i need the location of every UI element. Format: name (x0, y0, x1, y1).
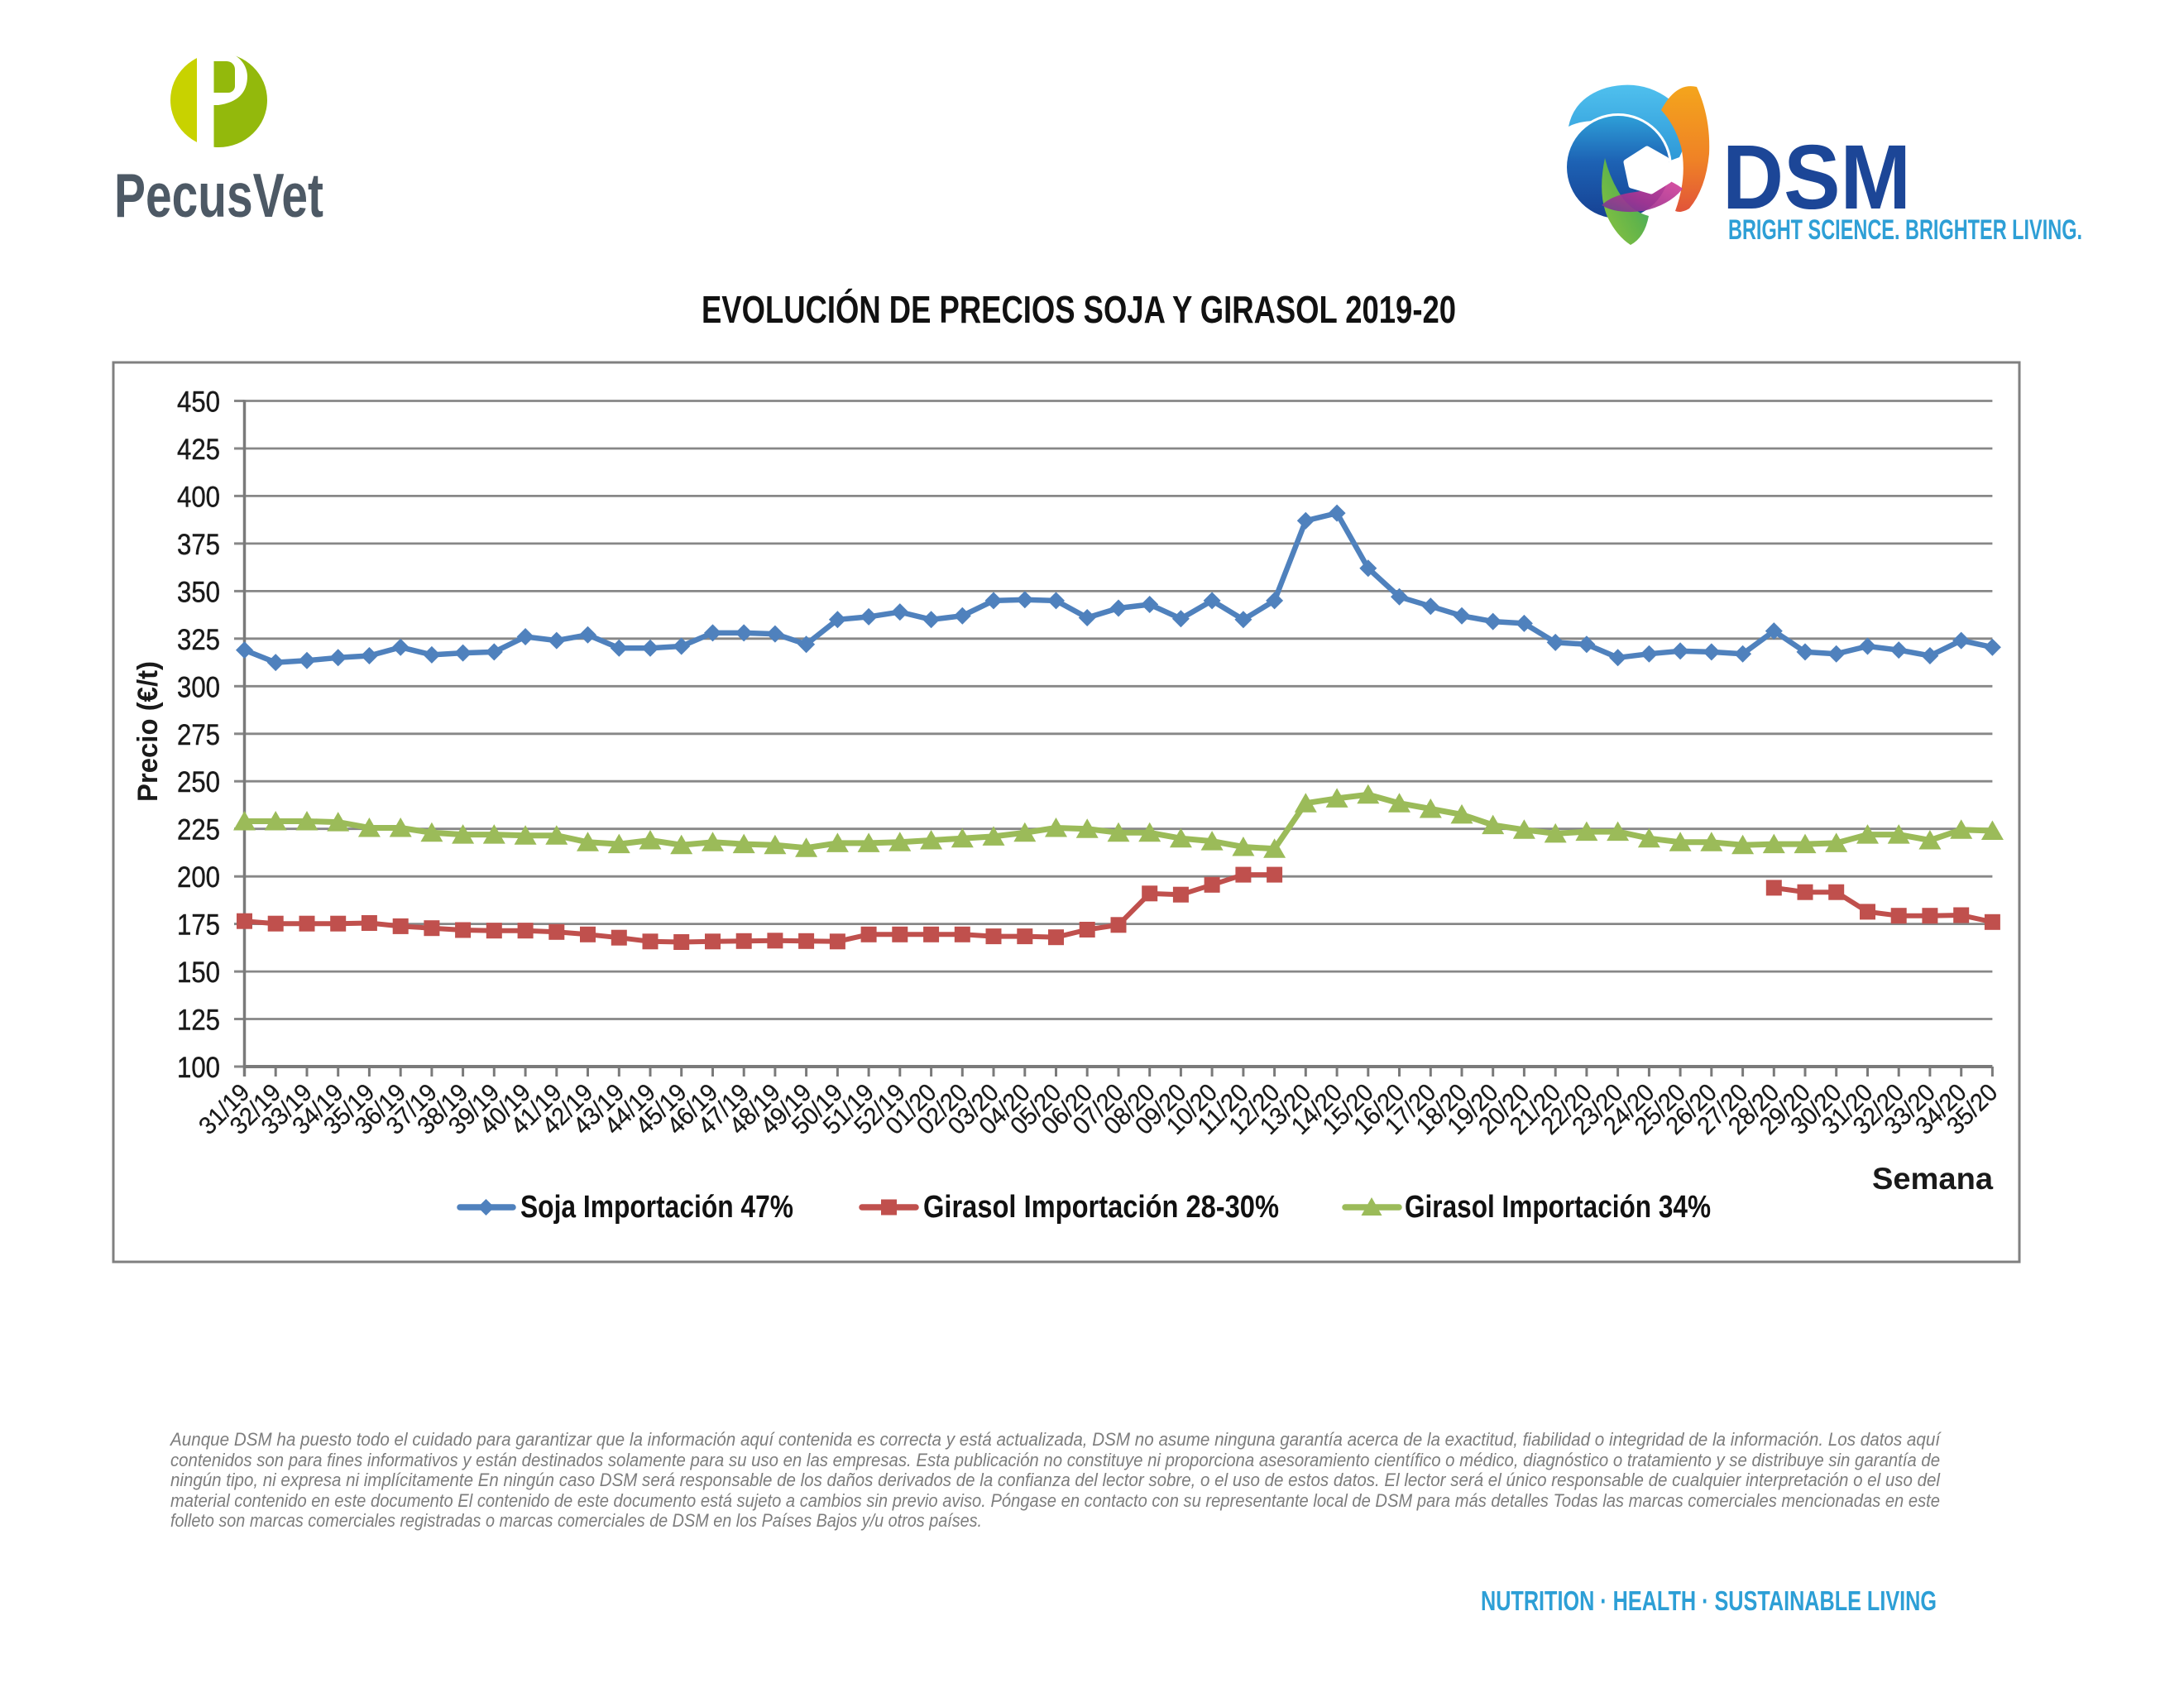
svg-text:250: 250 (177, 766, 220, 798)
svg-text:400: 400 (177, 481, 220, 513)
svg-text:175: 175 (177, 909, 220, 942)
svg-text:275: 275 (177, 719, 220, 751)
svg-text:200: 200 (177, 861, 220, 894)
svg-text:BRIGHT SCIENCE. BRIGHTER LIVIN: BRIGHT SCIENCE. BRIGHTER LIVING. (1728, 214, 2082, 246)
svg-text:EVOLUCIÓN DE PRECIOS SOJA Y GI: EVOLUCIÓN DE PRECIOS SOJA Y GIRASOL 2019… (702, 288, 1456, 331)
svg-text:Girasol Importación 28-30%: Girasol Importación 28-30% (923, 1190, 1279, 1225)
svg-text:325: 325 (177, 624, 220, 656)
svg-text:300: 300 (177, 671, 220, 703)
svg-text:Semana: Semana (1872, 1162, 1993, 1196)
svg-text:Soja Importación 47%: Soja Importación 47% (520, 1190, 793, 1225)
svg-text:PecusVet: PecusVet (114, 161, 323, 230)
svg-text:Girasol Importación 34%: Girasol Importación 34% (1405, 1190, 1711, 1225)
svg-text:100: 100 (177, 1052, 220, 1084)
svg-text:425: 425 (177, 434, 220, 466)
svg-text:Precio (€/t): Precio (€/t) (132, 661, 164, 802)
svg-text:225: 225 (177, 814, 220, 846)
svg-text:450: 450 (177, 386, 220, 419)
svg-text:NUTRITION · HEALTH · SUSTAINAB: NUTRITION · HEALTH · SUSTAINABLE LIVING (1481, 1585, 1937, 1616)
svg-text:125: 125 (177, 1005, 220, 1037)
svg-text:150: 150 (177, 957, 220, 989)
svg-text:375: 375 (177, 529, 220, 561)
svg-text:350: 350 (177, 576, 220, 608)
svg-text:DSM: DSM (1722, 127, 1911, 228)
